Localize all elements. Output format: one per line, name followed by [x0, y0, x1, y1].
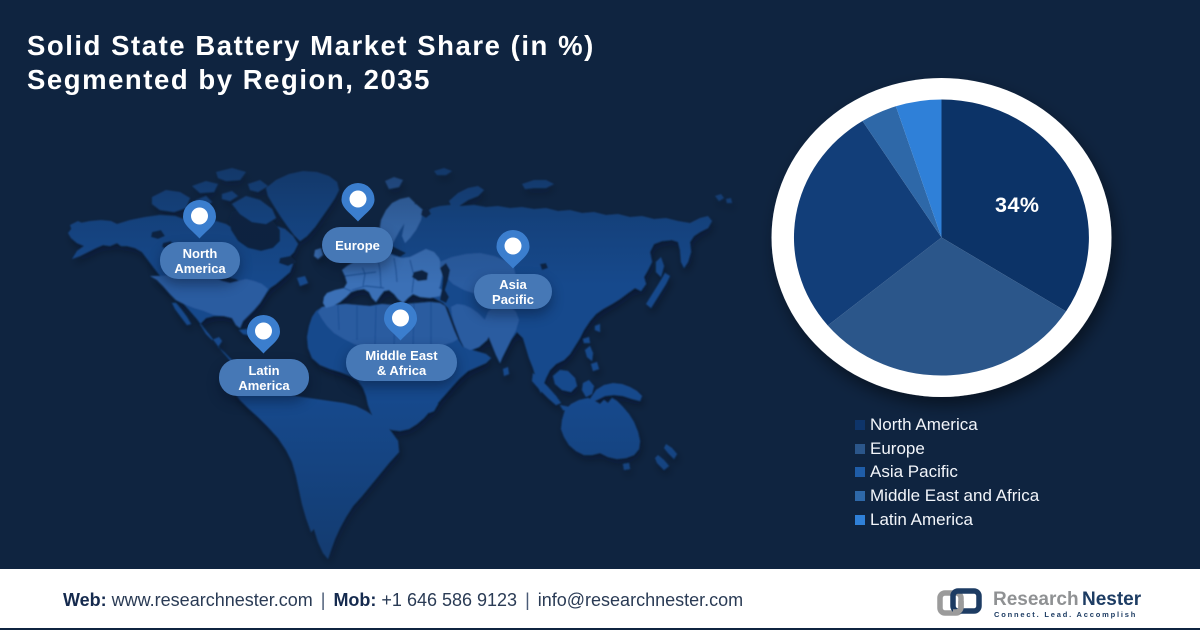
svg-text:Nester: Nester [1082, 589, 1142, 610]
svg-text:Research: Research [993, 589, 1079, 610]
svg-text:Connect. Lead. Accomplish: Connect. Lead. Accomplish [994, 610, 1137, 619]
